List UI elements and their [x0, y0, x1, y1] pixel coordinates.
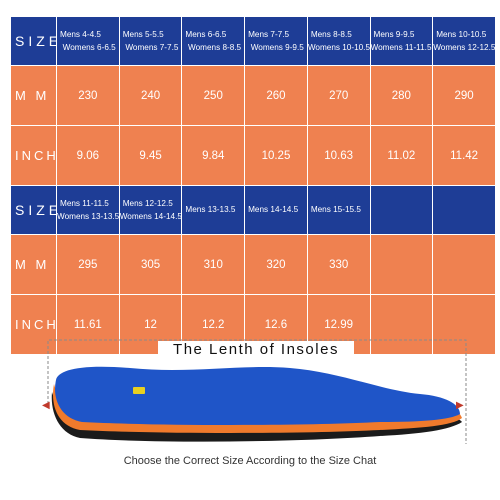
size-cell: Mens 7-7.5 Womens 9-9.5	[244, 16, 308, 66]
size-cell: Mens 10-10.5 Womens 12-12.5	[432, 16, 496, 66]
size-cell: Mens 8-8.5 Womens 10-10.5	[306, 16, 371, 66]
inch-cell: 11.42	[432, 125, 496, 186]
mm-cell: 320	[244, 234, 308, 295]
mm-cell: 295	[56, 234, 120, 295]
size-cell: Mens 5-5.5 Womens 7-7.5	[118, 16, 183, 66]
inch-cell: 9.84	[181, 125, 246, 186]
brand-logo-icon	[133, 387, 145, 394]
mm-cell: 270	[306, 65, 371, 126]
inch-cell: 10.25	[244, 125, 308, 186]
mm-cell	[369, 234, 434, 295]
mm-row: M M 295 305 310 320 330	[10, 234, 496, 295]
size-cell: Mens 14-14.5	[244, 185, 308, 235]
inch-cell: 9.06	[56, 125, 120, 186]
inch-cell	[369, 294, 434, 355]
inch-label: INCH	[10, 294, 57, 355]
mm-cell	[432, 234, 496, 295]
mm-cell: 330	[306, 234, 371, 295]
length-bracket-line	[47, 339, 467, 444]
sole-blue-top	[55, 366, 461, 425]
inch-cell: 11.02	[369, 125, 434, 186]
size-cell: Mens 15-15.5	[306, 185, 371, 235]
size-caption: Choose the Correct Size According to the…	[123, 455, 377, 467]
mm-cell: 305	[118, 234, 183, 295]
inch-row: INCH 9.06 9.45 9.84 10.25 10.63 11.02 11…	[10, 125, 496, 186]
size-cell	[432, 185, 496, 235]
mm-label: M M	[10, 234, 57, 295]
mm-cell: 230	[56, 65, 120, 126]
mm-cell: 310	[181, 234, 246, 295]
size-cell: Mens 9-9.5 Womens 11-11.5	[369, 16, 434, 66]
size-label: SIZE	[10, 185, 57, 235]
mm-label: M M	[10, 65, 57, 126]
arrow-left-icon: ◀	[42, 400, 50, 411]
size-label: SIZE	[10, 16, 57, 66]
insole-image: ◀ ▶	[42, 339, 467, 444]
size-cell: Mens 11-11.5 Womens 13-13.5	[56, 185, 120, 235]
inch-label: INCH	[10, 125, 57, 186]
size-cell: Mens 13-13.5	[181, 185, 246, 235]
insole-illustration: ◀ ▶	[40, 334, 470, 444]
mm-cell: 260	[244, 65, 308, 126]
size-cell: Mens 12-12.5 Womens 14-14.5	[118, 185, 183, 235]
inch-cell	[432, 294, 496, 355]
mm-cell: 280	[369, 65, 434, 126]
insole-length-title: The Lenth of Insoles	[158, 341, 354, 358]
size-cell: Mens 4-4.5 Womens 6-6.5	[56, 16, 120, 66]
mm-cell: 250	[181, 65, 246, 126]
mm-row: M M 230 240 250 260 270 280 290	[10, 65, 496, 126]
size-cell	[369, 185, 434, 235]
mm-cell: 240	[118, 65, 183, 126]
inch-cell: 10.63	[306, 125, 371, 186]
size-cell: Mens 6-6.5 Womens 8-8.5	[181, 16, 246, 66]
mm-cell: 290	[432, 65, 496, 126]
inch-cell: 9.45	[118, 125, 183, 186]
arrow-right-icon: ▶	[456, 400, 464, 411]
